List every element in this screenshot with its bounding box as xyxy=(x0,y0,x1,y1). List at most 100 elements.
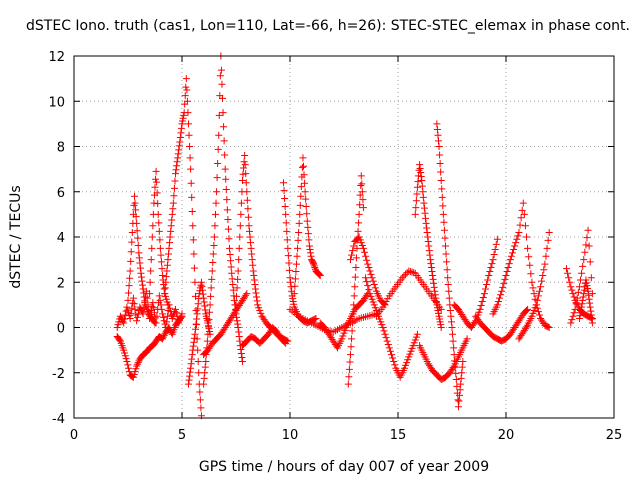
data-point xyxy=(187,179,195,187)
data-point xyxy=(305,236,313,244)
series-27 xyxy=(575,276,596,327)
data-point xyxy=(221,151,229,159)
data-point xyxy=(133,362,141,370)
data-point xyxy=(440,218,448,226)
data-point xyxy=(569,290,577,298)
data-point xyxy=(585,291,593,299)
data-point xyxy=(429,275,437,283)
data-point xyxy=(157,251,165,259)
data-point xyxy=(530,290,538,298)
data-point xyxy=(500,279,508,287)
data-point xyxy=(282,210,290,218)
data-point xyxy=(449,364,457,372)
data-point xyxy=(229,281,237,289)
series-15 xyxy=(346,233,389,309)
data-point xyxy=(246,233,254,241)
data-point xyxy=(150,318,158,326)
data-point xyxy=(419,188,427,196)
data-point xyxy=(125,289,133,297)
data-point xyxy=(588,290,596,298)
data-point xyxy=(525,253,533,261)
data-point xyxy=(183,97,191,105)
data-point xyxy=(537,283,545,291)
data-point xyxy=(201,302,209,310)
data-point xyxy=(380,327,388,335)
data-point xyxy=(316,271,324,279)
data-point xyxy=(366,267,374,275)
data-point xyxy=(351,283,359,291)
data-point xyxy=(193,315,201,323)
data-point xyxy=(493,301,501,309)
data-point xyxy=(358,180,366,188)
data-point xyxy=(458,369,466,377)
y-tick-label: 2 xyxy=(57,276,65,291)
data-point xyxy=(208,275,216,283)
data-point xyxy=(281,195,289,203)
series-5 xyxy=(184,278,214,388)
data-point xyxy=(134,359,142,367)
data-point xyxy=(246,227,253,235)
data-point xyxy=(359,244,367,252)
data-point xyxy=(201,363,209,371)
data-point xyxy=(301,188,309,196)
data-point xyxy=(299,154,307,162)
data-point xyxy=(350,242,358,250)
data-point xyxy=(345,373,353,381)
data-point xyxy=(242,170,250,178)
data-point xyxy=(519,199,527,207)
data-point xyxy=(417,169,425,177)
data-point xyxy=(446,307,454,315)
data-point xyxy=(586,299,594,307)
data-point xyxy=(435,143,443,150)
data-point xyxy=(418,182,426,190)
data-point xyxy=(160,331,168,339)
y-tick-label: 6 xyxy=(57,186,65,201)
data-point xyxy=(452,376,460,384)
data-point xyxy=(363,291,371,299)
data-point xyxy=(384,340,392,348)
data-point xyxy=(154,210,162,218)
data-point xyxy=(463,335,471,343)
data-point xyxy=(368,274,376,282)
data-point xyxy=(170,192,178,200)
data-point xyxy=(245,222,253,230)
data-point xyxy=(584,226,592,234)
data-point xyxy=(579,293,587,301)
data-point xyxy=(182,75,190,83)
data-point xyxy=(569,312,577,320)
data-point xyxy=(204,323,212,331)
data-point xyxy=(148,233,156,241)
data-point xyxy=(365,264,373,272)
data-point xyxy=(389,354,397,362)
data-point xyxy=(307,252,315,260)
data-point xyxy=(481,285,489,293)
y-axis-label: dSTEC / TECUs xyxy=(8,185,24,288)
data-point xyxy=(444,281,452,289)
data-point xyxy=(365,286,373,294)
data-point xyxy=(161,290,169,298)
data-point xyxy=(234,267,242,275)
data-point xyxy=(443,258,451,266)
data-point xyxy=(413,330,421,338)
data-point xyxy=(131,305,139,313)
series-8 xyxy=(232,152,292,345)
data-point xyxy=(501,275,509,283)
series-22 xyxy=(472,305,532,345)
data-point xyxy=(199,286,207,294)
series-9 xyxy=(238,324,290,350)
data-point xyxy=(220,123,228,131)
data-point xyxy=(423,228,431,236)
data-point xyxy=(282,339,290,347)
data-point xyxy=(233,292,241,300)
data-point xyxy=(190,264,198,272)
data-point xyxy=(207,292,215,300)
data-point xyxy=(232,301,240,309)
data-point xyxy=(363,256,371,264)
data-point xyxy=(235,333,243,341)
data-point xyxy=(565,274,573,282)
data-point xyxy=(138,277,146,285)
data-point xyxy=(120,315,128,323)
data-point xyxy=(253,297,261,305)
data-point xyxy=(129,299,137,307)
data-point xyxy=(448,324,456,331)
